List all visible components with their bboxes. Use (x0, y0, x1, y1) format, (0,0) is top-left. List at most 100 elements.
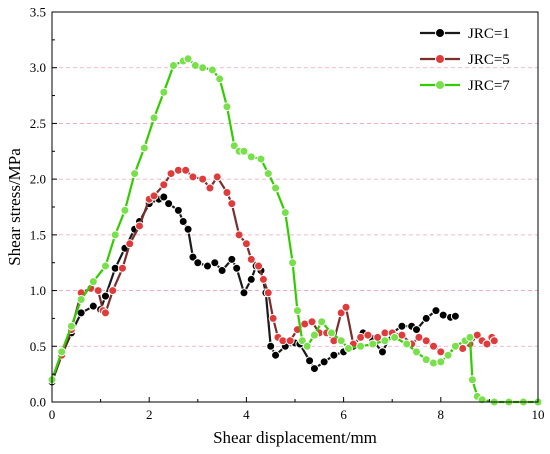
y-tick-label: 3.5 (30, 5, 46, 20)
x-tick-label: 8 (438, 407, 445, 422)
data-point-jrc-5 (489, 336, 499, 346)
data-point-jrc-5 (181, 165, 191, 175)
data-point-jrc-1 (193, 258, 203, 268)
data-point-jrc-5 (93, 286, 103, 296)
y-tick-label: 3.0 (30, 60, 46, 75)
data-point-jrc-5 (205, 183, 215, 193)
data-point-jrc-1 (188, 252, 198, 262)
data-point-jrc-7 (100, 261, 110, 271)
data-point-jrc-7 (368, 339, 378, 349)
data-point-jrc-5 (241, 239, 251, 249)
data-point-jrc-5 (336, 308, 346, 318)
x-axis-title: Shear displacement/mm (213, 428, 377, 447)
data-point-jrc-7 (292, 306, 302, 316)
data-point-jrc-5 (263, 288, 273, 298)
series-layer (47, 54, 543, 407)
legend-swatch-marker (435, 80, 445, 90)
legend-swatch-marker (435, 28, 445, 38)
data-point-jrc-5 (108, 286, 118, 296)
data-point-jrc-7 (246, 152, 256, 162)
data-point-jrc-7 (110, 230, 120, 240)
data-point-jrc-1 (271, 350, 281, 360)
data-point-jrc-1 (329, 350, 339, 360)
data-point-jrc-7 (436, 357, 446, 367)
y-tick-label: 1.0 (30, 283, 46, 298)
data-point-jrc-5 (166, 169, 176, 179)
data-point-jrc-7 (467, 375, 477, 385)
data-point-jrc-7 (88, 277, 98, 287)
data-point-jrc-1 (183, 224, 193, 234)
data-point-jrc-5 (222, 188, 232, 198)
data-point-jrc-7 (120, 205, 130, 215)
data-point-jrc-5 (285, 336, 295, 346)
data-point-jrc-1 (159, 192, 169, 202)
data-point-jrc-1 (173, 205, 183, 215)
data-point-jrc-1 (239, 288, 249, 298)
data-point-jrc-5 (421, 336, 431, 346)
data-point-jrc-7 (302, 341, 312, 351)
data-point-jrc-5 (254, 261, 264, 271)
data-point-jrc-1 (421, 313, 431, 323)
data-point-jrc-7 (336, 336, 346, 346)
data-point-jrc-5 (268, 313, 278, 323)
data-point-jrc-7 (190, 60, 200, 70)
data-point-jrc-1 (438, 310, 448, 320)
data-point-jrc-7 (222, 102, 232, 112)
data-point-jrc-1 (266, 341, 276, 351)
data-point-jrc-7 (207, 65, 217, 75)
data-point-jrc-5 (482, 339, 492, 349)
legend-item-jrc-1: JRC=1 (420, 26, 510, 42)
data-point-jrc-7 (198, 63, 208, 73)
data-point-jrc-7 (76, 294, 86, 304)
y-tick-label: 2.0 (30, 172, 46, 187)
legend-swatch-marker (435, 54, 445, 64)
data-point-jrc-1 (217, 266, 227, 276)
x-tick-label: 10 (532, 407, 545, 422)
x-tick-label: 4 (243, 407, 250, 422)
data-point-jrc-7 (169, 60, 178, 70)
data-point-jrc-7 (429, 358, 439, 368)
data-point-jrc-1 (88, 301, 98, 311)
data-point-jrc-5 (429, 341, 439, 351)
data-point-jrc-1 (232, 263, 242, 273)
data-point-jrc-7 (280, 208, 290, 218)
data-point-jrc-1 (203, 261, 213, 271)
data-point-jrc-5 (188, 172, 198, 182)
legend-label: JRC=7 (468, 78, 510, 94)
data-point-jrc-7 (297, 336, 307, 346)
data-point-jrc-1 (210, 258, 220, 268)
data-point-jrc-5 (373, 332, 383, 342)
data-point-jrc-5 (458, 344, 468, 354)
data-point-jrc-7 (380, 336, 390, 346)
axis-ticks: 0 2 4 6 8 10 0.0 0.5 1.0 1.5 2.0 2.5 3.0 3.5 (30, 5, 545, 423)
data-point-jrc-1 (397, 321, 407, 331)
data-point-jrc-7 (317, 317, 327, 327)
data-point-jrc-5 (159, 180, 169, 190)
data-point-jrc-7 (465, 332, 475, 342)
data-point-jrc-7 (271, 183, 281, 193)
y-tick-label: 0.5 (30, 339, 46, 354)
data-point-jrc-5 (397, 330, 407, 340)
data-point-jrc-5 (356, 332, 366, 342)
data-point-jrc-7 (57, 347, 67, 357)
data-point-jrc-5 (149, 191, 159, 201)
data-point-jrc-7 (159, 87, 169, 97)
y-tick-label: 1.5 (30, 227, 46, 242)
y-axis-title: Shear stress/MPa (5, 148, 24, 266)
data-point-jrc-5 (307, 317, 317, 327)
data-point-jrc-7 (402, 339, 412, 349)
data-point-jrc-5 (227, 199, 237, 209)
data-point-jrc-1 (412, 325, 421, 335)
data-point-jrc-7 (288, 258, 298, 268)
data-point-jrc-1 (377, 347, 387, 357)
legend-item-jrc-5: JRC=5 (420, 52, 510, 68)
data-point-jrc-5 (234, 230, 244, 240)
data-point-jrc-1 (100, 291, 110, 301)
legend-item-jrc-7: JRC=7 (420, 78, 510, 94)
data-point-jrc-7 (229, 141, 239, 151)
data-point-jrc-7 (263, 169, 273, 179)
data-point-jrc-5 (117, 263, 127, 273)
data-point-jrc-1 (450, 311, 460, 321)
data-point-jrc-7 (256, 154, 266, 164)
